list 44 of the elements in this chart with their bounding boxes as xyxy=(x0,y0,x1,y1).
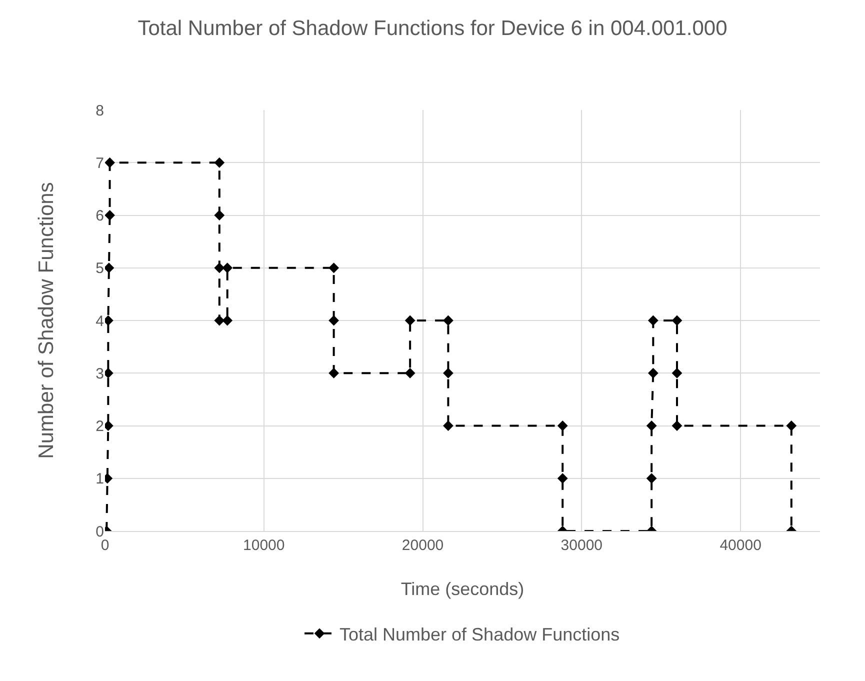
point xyxy=(443,420,454,431)
chart-title: Total Number of Shadow Functions for Device 6 in 004.001.000 xyxy=(138,17,728,40)
y-tick-label: 7 xyxy=(96,154,104,172)
point xyxy=(328,262,339,274)
x-tick-label: 40000 xyxy=(720,537,762,554)
point xyxy=(214,210,225,220)
point xyxy=(672,368,682,378)
y-axis-title: Number of Shadow Functions xyxy=(35,182,58,459)
point xyxy=(222,315,233,326)
y-tick-label: 5 xyxy=(96,260,104,278)
point xyxy=(222,262,233,274)
point xyxy=(557,420,568,431)
x-tick-label: 20000 xyxy=(402,537,444,554)
point xyxy=(404,315,416,326)
y-tick-label: 1 xyxy=(96,470,104,488)
y-tick-label: 4 xyxy=(96,312,104,330)
point xyxy=(648,368,658,378)
point xyxy=(443,368,454,378)
y-tick-label: 2 xyxy=(96,418,104,435)
point xyxy=(105,262,114,274)
y-tick-label: 8 xyxy=(96,102,104,120)
point xyxy=(214,315,225,326)
point xyxy=(443,315,454,326)
point xyxy=(646,473,657,484)
point xyxy=(214,157,225,168)
y-tick-label: 3 xyxy=(96,365,104,382)
point xyxy=(557,473,568,484)
x-tick-label: 30000 xyxy=(560,537,603,554)
y-tick-label: 6 xyxy=(96,208,104,224)
point xyxy=(328,368,339,378)
point xyxy=(105,210,115,220)
point xyxy=(328,315,339,326)
y-tick-label: 0 xyxy=(96,523,104,540)
point xyxy=(214,262,225,274)
point xyxy=(105,157,115,168)
point xyxy=(646,420,657,431)
point xyxy=(786,420,797,431)
x-tick-label: 10000 xyxy=(243,537,285,554)
point xyxy=(648,315,658,326)
legend-label: Total Number of Shadow Functions xyxy=(340,624,620,644)
point xyxy=(404,368,416,378)
x-axis-title: Time (seconds) xyxy=(400,579,524,599)
point xyxy=(672,315,682,326)
point xyxy=(672,420,682,431)
